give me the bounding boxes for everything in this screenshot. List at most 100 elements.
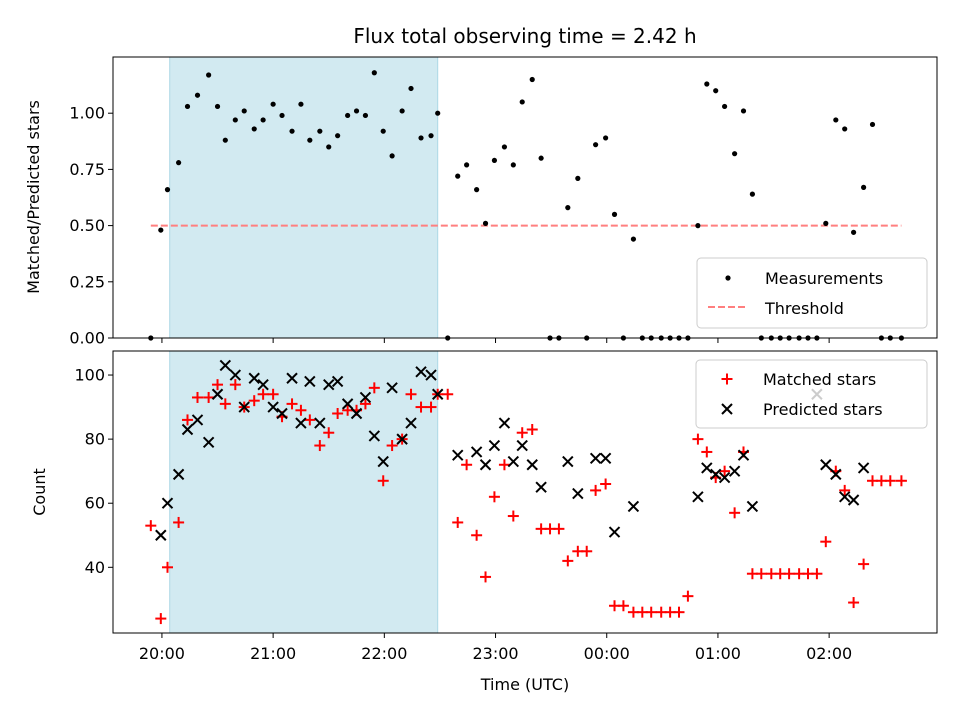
y-tick-label-1-3: 100 <box>74 366 105 385</box>
matched-star-point <box>755 568 767 580</box>
x-axis-label: Time (UTC) <box>480 675 569 694</box>
matched-star-point <box>248 395 260 407</box>
matched-star-point <box>617 600 629 612</box>
matched-star-point <box>498 459 510 471</box>
matched-star-point <box>553 523 565 535</box>
predicted-stars-legend-label: Predicted stars <box>763 400 883 419</box>
measurement-point <box>176 160 182 166</box>
measurement-point <box>861 184 867 190</box>
measurements-legend-marker <box>725 275 731 281</box>
predicted-star-point <box>304 375 316 388</box>
measurement-point <box>575 175 581 181</box>
measurement-point <box>603 135 609 141</box>
matched-star-point <box>295 404 307 416</box>
matched-star-point <box>820 536 832 548</box>
matched-star-point <box>155 613 167 625</box>
matched-star-point <box>811 568 823 580</box>
predicted-star-point <box>701 462 713 474</box>
y-tick-label-0-4: 1.00 <box>69 104 105 123</box>
ratio-legend: Measurements Threshold <box>696 257 928 329</box>
measurement-point <box>194 92 201 98</box>
matched-star-point <box>729 507 741 519</box>
y-tick-label-1-0: 40 <box>85 558 105 577</box>
measurement-point <box>371 70 377 76</box>
predicted-star-point <box>608 526 621 538</box>
measurement-point <box>345 112 351 119</box>
predicted-star-point <box>479 459 492 471</box>
measurement-point <box>251 126 257 132</box>
measurement-point <box>408 85 414 92</box>
measurement-point <box>307 137 313 143</box>
ratio-y-axis-label: Matched/Predicted stars <box>24 100 43 294</box>
y-tick-label-0-3: 0.75 <box>69 160 105 179</box>
ratio-legend-box <box>696 257 928 329</box>
predicted-star-point <box>820 459 832 471</box>
x-tick-label-1: 21:00 <box>250 644 296 663</box>
predicted-star-point <box>572 487 584 500</box>
measurement-point <box>749 191 756 197</box>
measurement-point <box>510 162 516 168</box>
measurement-point <box>164 187 171 193</box>
observing-window-highlight <box>169 56 439 339</box>
matched-star-point <box>192 391 204 403</box>
predicted-star-point <box>191 414 204 426</box>
measurement-point <box>270 101 276 107</box>
ratio-plot-frame <box>112 56 938 339</box>
predicted-star-point <box>488 439 501 452</box>
matched-star-point <box>507 510 519 522</box>
predicted-star-point <box>386 382 398 394</box>
predicted-star-point <box>507 455 520 468</box>
predicted-star-point <box>526 459 538 471</box>
measurement-point <box>184 103 191 110</box>
measurement-point <box>823 220 829 226</box>
measurement-point <box>353 108 360 114</box>
predicted-star-point <box>452 449 464 461</box>
matched-star-point <box>848 597 860 609</box>
measurement-point <box>455 173 461 179</box>
matched-star-point <box>145 520 157 532</box>
measurement-point <box>842 126 848 132</box>
matched-star-point <box>884 475 896 487</box>
matched-star-point <box>480 571 492 583</box>
predicted-stars-legend-marker <box>721 403 733 415</box>
matched-star-point <box>425 401 437 413</box>
predicted-star-point <box>238 401 250 413</box>
predicted-star-point <box>737 449 750 461</box>
measurement-point <box>399 108 405 114</box>
y-tick-label-1-2: 80 <box>85 430 105 449</box>
predicted-star-point <box>295 417 307 429</box>
matched-star-point <box>257 388 269 400</box>
matched-star-point <box>692 433 704 445</box>
x-tick-label-5: 01:00 <box>695 644 741 663</box>
matched-star-point <box>182 414 194 426</box>
predicted-star-point <box>331 375 344 388</box>
x-tick-label-4: 00:00 <box>584 644 630 663</box>
measurement-point <box>704 81 710 87</box>
predicted-star-point <box>155 529 167 541</box>
measurement-point <box>529 76 535 83</box>
ratio-panel: 0.00 0.25 0.50 0.75 1.00 Matched/Predicted s… <box>24 56 938 348</box>
y-tick-label-1-1: 60 <box>85 494 105 513</box>
predicted-star-point <box>405 417 417 429</box>
measurement-point <box>501 144 508 150</box>
predicted-star-point <box>718 471 731 484</box>
matched-star-point <box>304 414 316 426</box>
predicted-star-point <box>314 417 326 429</box>
predicted-star-point <box>432 388 444 400</box>
measurement-point <box>850 229 857 235</box>
matched-star-point <box>488 491 500 503</box>
measurement-point <box>482 220 489 226</box>
matched-star-point <box>562 555 574 567</box>
matched-star-point <box>783 568 795 580</box>
measurement-point <box>335 133 341 139</box>
predicted-star-point <box>498 417 511 429</box>
predicted-star-point <box>838 491 851 503</box>
y-tick-label-0-2: 0.50 <box>69 216 105 235</box>
observing-window-highlight-lower <box>169 350 439 634</box>
chart-title: Flux total observing time = 2.42 h <box>353 24 696 48</box>
measurement-point <box>241 108 247 114</box>
predicted-star-point <box>202 436 215 449</box>
measurement-point <box>279 112 285 119</box>
measurement-point <box>232 117 238 123</box>
matched-star-point <box>600 478 612 490</box>
